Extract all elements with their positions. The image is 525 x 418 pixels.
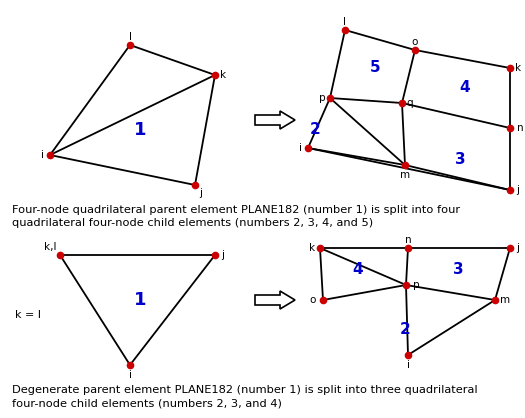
Text: i: i <box>40 150 44 160</box>
Text: Degenerate parent element PLANE182 (number 1) is split into three quadrilateral
: Degenerate parent element PLANE182 (numb… <box>12 385 478 408</box>
Text: 2: 2 <box>310 122 320 138</box>
Text: n: n <box>517 123 523 133</box>
Text: k: k <box>309 243 315 253</box>
Text: p: p <box>319 93 326 103</box>
Text: 4: 4 <box>460 81 470 95</box>
Text: 3: 3 <box>453 263 463 278</box>
Text: j: j <box>517 243 520 253</box>
FancyArrow shape <box>255 111 295 129</box>
Text: o: o <box>412 37 418 47</box>
Text: m: m <box>500 295 510 305</box>
Text: o: o <box>310 295 316 305</box>
Text: 5: 5 <box>370 61 380 76</box>
Text: p: p <box>413 280 419 290</box>
Text: Four-node quadrilateral parent element PLANE182 (number 1) is split into four
qu: Four-node quadrilateral parent element P… <box>12 205 460 228</box>
Text: i: i <box>406 360 410 370</box>
Text: m: m <box>400 170 410 180</box>
Text: j: j <box>517 185 520 195</box>
Text: 4: 4 <box>353 263 363 278</box>
Text: k = l: k = l <box>15 310 41 320</box>
Text: l: l <box>343 17 346 27</box>
Text: 1: 1 <box>134 121 146 139</box>
Text: i: i <box>299 143 301 153</box>
Text: n: n <box>405 235 411 245</box>
Text: j: j <box>222 250 225 260</box>
Text: j: j <box>200 188 203 198</box>
Text: l: l <box>129 32 131 42</box>
Text: 1: 1 <box>134 291 146 309</box>
Text: 2: 2 <box>400 323 411 337</box>
Text: i: i <box>129 370 131 380</box>
Text: 3: 3 <box>455 153 465 168</box>
Text: k,l: k,l <box>44 242 56 252</box>
Text: q: q <box>407 98 413 108</box>
Text: k: k <box>515 63 521 73</box>
FancyArrow shape <box>255 291 295 309</box>
Text: k: k <box>220 70 226 80</box>
